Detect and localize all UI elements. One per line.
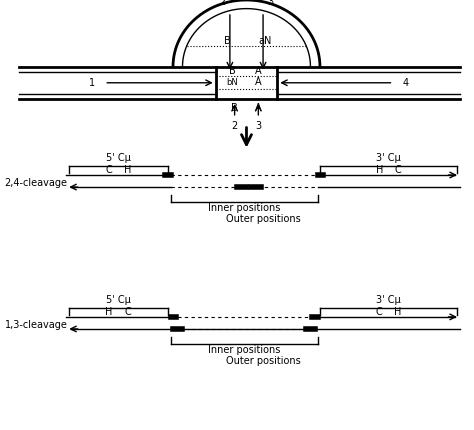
Text: C: C bbox=[125, 307, 131, 317]
Text: A: A bbox=[255, 103, 262, 114]
Text: 2,4-cleavage: 2,4-cleavage bbox=[5, 178, 68, 188]
Text: 1,3-cleavage: 1,3-cleavage bbox=[5, 319, 68, 330]
Text: A: A bbox=[255, 66, 262, 76]
Text: 2: 2 bbox=[219, 0, 226, 7]
Text: 4: 4 bbox=[403, 78, 409, 88]
Text: H: H bbox=[394, 307, 402, 317]
Text: Outer positions: Outer positions bbox=[226, 214, 301, 224]
Text: 1: 1 bbox=[89, 78, 95, 88]
Text: B: B bbox=[224, 36, 231, 46]
Text: Inner positions: Inner positions bbox=[208, 203, 280, 213]
Text: Inner positions: Inner positions bbox=[208, 345, 280, 355]
Text: 5' Cμ: 5' Cμ bbox=[106, 153, 131, 163]
Text: 3: 3 bbox=[255, 121, 261, 131]
Text: A: A bbox=[255, 77, 262, 87]
Text: aN: aN bbox=[259, 36, 272, 46]
Text: 5' Cμ: 5' Cμ bbox=[106, 295, 131, 305]
Text: C: C bbox=[395, 165, 401, 175]
Text: bN: bN bbox=[227, 78, 238, 86]
Text: 3' Cμ: 3' Cμ bbox=[376, 295, 401, 305]
Text: Outer positions: Outer positions bbox=[226, 356, 301, 365]
Text: 2: 2 bbox=[231, 121, 238, 131]
Text: C: C bbox=[376, 307, 383, 317]
Text: B: B bbox=[229, 66, 236, 76]
Text: C: C bbox=[106, 165, 112, 175]
Text: 3' Cμ: 3' Cμ bbox=[376, 153, 401, 163]
Text: B: B bbox=[231, 103, 238, 114]
Text: H: H bbox=[105, 307, 113, 317]
Text: H: H bbox=[375, 165, 383, 175]
Text: H: H bbox=[124, 165, 132, 175]
Text: 3: 3 bbox=[267, 0, 273, 7]
